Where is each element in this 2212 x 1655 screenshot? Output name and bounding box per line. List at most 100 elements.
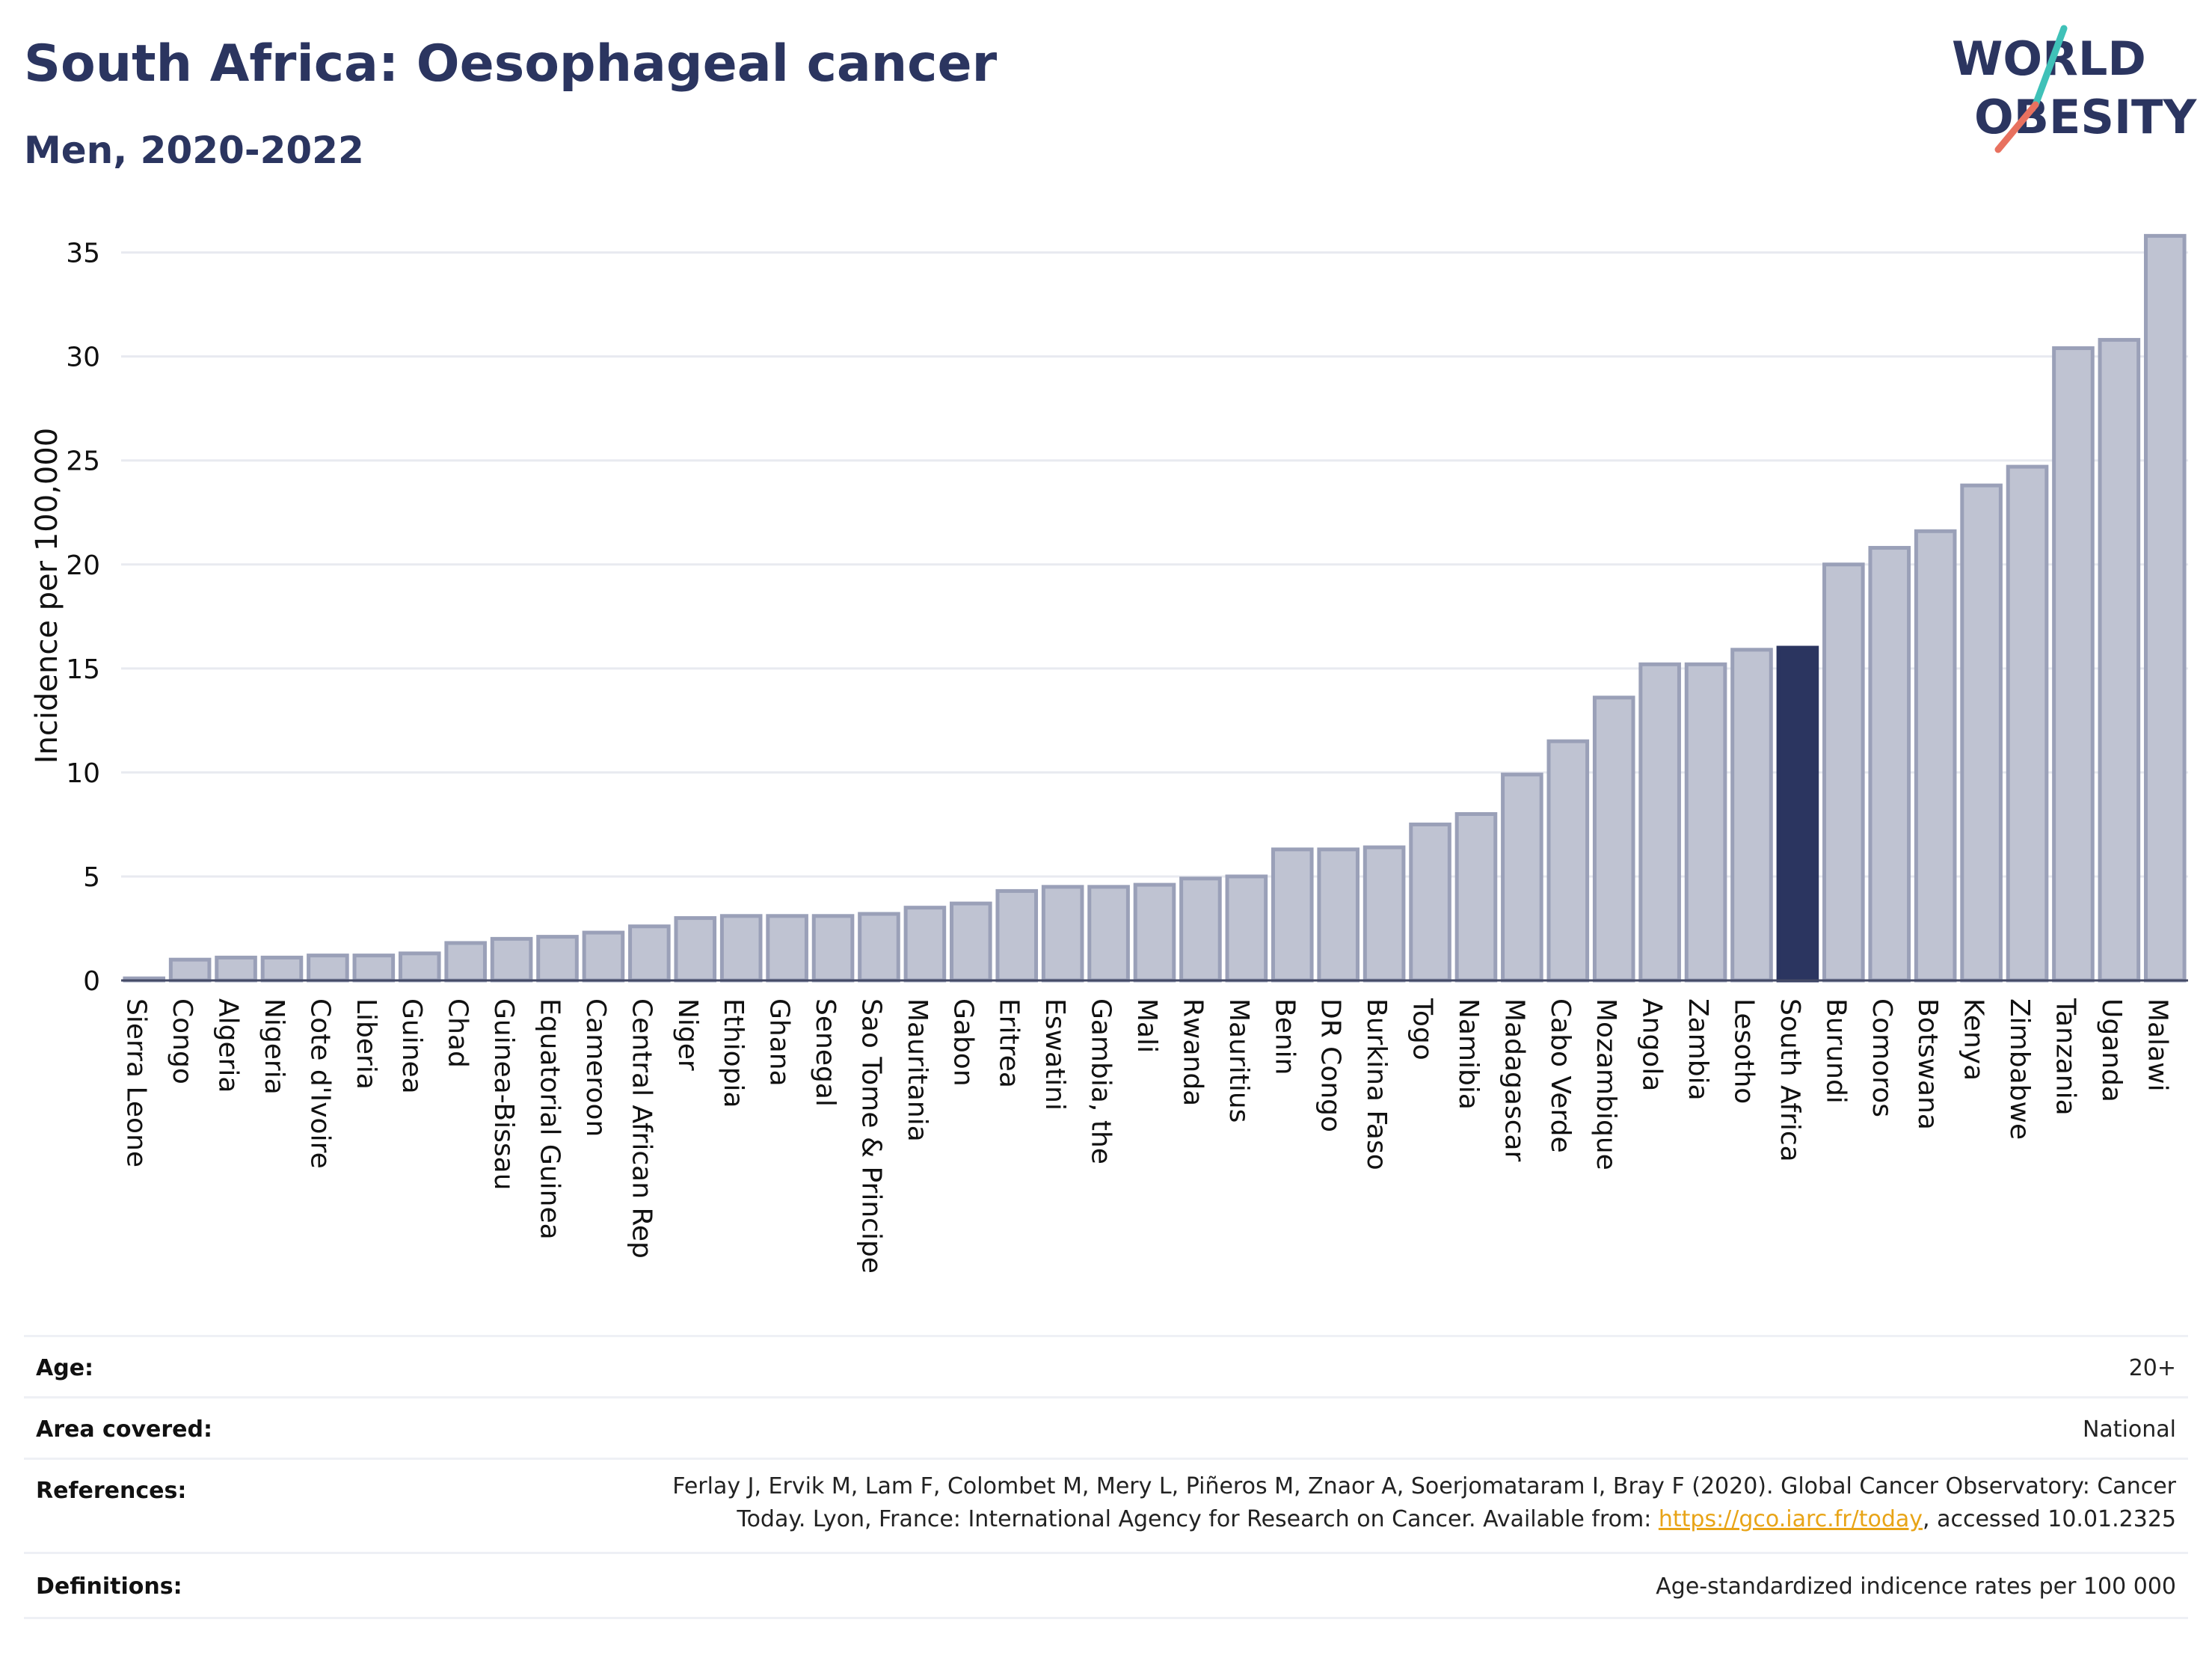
bar-central-african-rep (628, 924, 671, 983)
bar-cameroon (582, 930, 625, 983)
logo-slash-coral (1994, 101, 2039, 153)
x-tick-label: Uganda (2096, 998, 2127, 1102)
bar-south-africa (1776, 645, 1819, 983)
references-line-2-pre: Today. Lyon, France: International Agenc… (737, 1506, 1659, 1532)
x-tick-label: DR Congo (1315, 998, 1346, 1132)
x-tick-label: Rwanda (1177, 998, 1208, 1106)
chart-subtitle: Men, 2020-2022 (24, 129, 364, 172)
bar-dr-congo (1317, 847, 1360, 983)
x-tick-label: Mozambique (1591, 998, 1621, 1170)
x-tick-label: Equatorial Guinea (535, 998, 565, 1240)
bar-nigeria (260, 955, 304, 983)
references-link[interactable]: https://gco.iarc.fr/today (1658, 1506, 1923, 1532)
x-tick-label: Eritrea (994, 998, 1024, 1088)
bar-burundi (1822, 562, 1865, 983)
info-row-area: Area covered: National (24, 1396, 2188, 1460)
bar-equatorial-guinea (536, 935, 579, 983)
y-tick-labels: 0 5 10 15 20 25 30 35 (66, 239, 100, 997)
bar-cote-d-ivoire (307, 954, 349, 983)
bar-zambia (1684, 662, 1727, 983)
bar-namibia (1454, 812, 1498, 983)
x-tick-label: Sierra Leone (121, 998, 152, 1167)
x-tick-label: Sao Tome & Principe (855, 998, 886, 1274)
x-tick-label: Comoros (1867, 998, 1897, 1117)
x-tick-label: Cameroon (580, 998, 611, 1137)
x-tick-label: Guinea (396, 998, 427, 1094)
y-tick-label: 30 (66, 343, 100, 373)
age-label: Age: (36, 1355, 94, 1381)
bar-gabon (950, 901, 992, 983)
info-row-references: References: Ferlay J, Ervik M, Lam F, Co… (24, 1458, 2188, 1554)
y-tick-label: 10 (66, 758, 100, 789)
info-row-definitions: Definitions: Age-standardized indicence … (24, 1552, 2188, 1619)
x-tick-label: Algeria (213, 998, 244, 1093)
x-tick-label: Namibia (1453, 998, 1484, 1110)
x-tick-label: Angola (1637, 998, 1668, 1091)
bar-liberia (352, 954, 396, 983)
bar-kenya (1960, 483, 2003, 983)
x-tick-label: Cote d'Ivoire (304, 998, 335, 1169)
area-label: Area covered: (36, 1416, 212, 1443)
x-tick-label: Kenya (1958, 998, 1989, 1081)
y-tick-label: 20 (66, 550, 100, 581)
y-tick-label: 15 (66, 654, 100, 685)
y-axis-title: Incidence per 100,000 (30, 428, 64, 764)
y-tick-label: 35 (66, 239, 100, 269)
bar-mauritania (903, 906, 947, 983)
bar-cabo-verde (1546, 739, 1590, 983)
x-tick-label: Gabon (947, 998, 978, 1087)
x-tick-label: Central African Rep (626, 998, 657, 1259)
bar-zimbabwe (2006, 464, 2049, 983)
x-tick-label: Burkina Faso (1361, 998, 1392, 1170)
bar-niger (674, 916, 717, 983)
bar-eritrea (995, 888, 1039, 983)
bar-sao-tome-principe (858, 912, 900, 983)
x-tick-label: Ghana (764, 998, 795, 1087)
bar-senegal (811, 914, 855, 983)
x-tick-label: Mauritania (902, 998, 933, 1142)
x-tick-label: Togo (1407, 998, 1438, 1060)
age-value: 20+ (2128, 1355, 2176, 1381)
references-line-2-post: , accessed 10.01.2325 (1923, 1506, 2176, 1532)
bar-madagascar (1501, 773, 1543, 983)
references-label: References: (36, 1478, 187, 1504)
bar-lesotho (1730, 648, 1773, 983)
y-tick-label: 25 (66, 446, 100, 477)
x-tick-label: Zimbabwe (2004, 998, 2035, 1140)
x-tick-label: Congo (167, 998, 197, 1084)
bars (123, 233, 2187, 983)
bar-congo (168, 957, 212, 983)
bar-angola (1638, 662, 1681, 983)
x-tick-labels: Sierra Leone Congo Algeria Nigeria Cote d'Iv… (121, 998, 2173, 1274)
bar-chad (444, 941, 487, 983)
x-tick-label: Zambia (1683, 998, 1713, 1101)
bar-mauritius (1225, 874, 1268, 983)
bar-ghana (766, 914, 808, 983)
x-tick-label: Tanzania (2050, 998, 2080, 1116)
y-tick-label: 5 (83, 862, 100, 893)
bar-malawi (2143, 233, 2187, 983)
references-line-1: Ferlay J, Ervik M, Lam F, Colombet M, Me… (672, 1473, 2176, 1499)
bar-botswana (1914, 529, 1957, 983)
x-tick-label: Lesotho (1728, 998, 1759, 1104)
bar-burkina-faso (1362, 845, 1406, 983)
x-tick-label: Gambia, the (1086, 998, 1116, 1164)
bar-tanzania (2052, 346, 2095, 983)
x-tick-label: Mauritius (1223, 998, 1254, 1123)
x-tick-label: Ethiopia (718, 998, 749, 1108)
definitions-value: Age-standardized indicence rates per 100… (1656, 1573, 2176, 1600)
definitions-label: Definitions: (36, 1573, 182, 1600)
info-row-age: Age: 20+ (24, 1335, 2188, 1398)
x-tick-label: Chad (443, 998, 473, 1068)
bar-gambia-the (1087, 885, 1130, 983)
x-tick-label: Liberia (351, 998, 381, 1090)
bar-chart: 0 5 10 15 20 25 30 35 Sierra Leone Congo Algeria N… (30, 233, 2188, 1274)
bar-guinea (398, 951, 441, 983)
x-tick-label: Burundi (1820, 998, 1851, 1104)
bar-mali (1133, 882, 1176, 983)
bar-uganda (2098, 337, 2141, 983)
x-tick-label: Niger (672, 998, 703, 1071)
x-tick-label: Cabo Verde (1545, 998, 1576, 1153)
bar-mozambique (1592, 696, 1635, 983)
bar-benin (1271, 847, 1314, 983)
